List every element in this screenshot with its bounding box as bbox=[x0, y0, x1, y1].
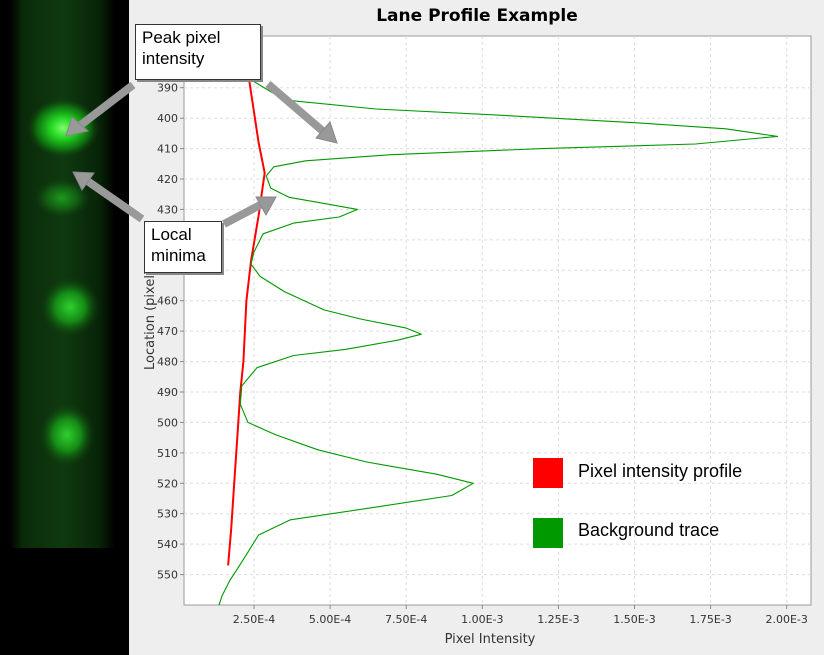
y-tick-label: 390 bbox=[157, 82, 178, 95]
y-tick-label: 510 bbox=[157, 447, 178, 460]
arrow-head-minima-band bbox=[72, 171, 95, 191]
y-axis-label: Location (pixel) bbox=[143, 270, 158, 370]
y-tick-label: 530 bbox=[157, 508, 178, 521]
gel-band-3 bbox=[40, 277, 100, 337]
x-tick-label: 2.00E-3 bbox=[765, 613, 807, 626]
grid bbox=[184, 36, 811, 605]
arrow-head-minima-curve bbox=[255, 196, 277, 217]
annotation-arrows bbox=[65, 80, 338, 228]
y-tick-label: 550 bbox=[157, 569, 178, 582]
arrow-head-peak-curve bbox=[315, 121, 338, 144]
chart-title: Lane Profile Example bbox=[376, 6, 578, 26]
arrow-peak-to-band bbox=[75, 81, 136, 131]
legend-swatch-pixel-intensity bbox=[533, 458, 563, 488]
series-pixel-intensity-profile bbox=[227, 81, 266, 566]
gel-band-1 bbox=[27, 98, 99, 158]
y-tick-label: 420 bbox=[157, 173, 178, 186]
series-background-trace bbox=[218, 41, 779, 606]
gel-band-4 bbox=[39, 403, 95, 467]
y-tick-label: 520 bbox=[157, 477, 178, 490]
legend-label-pixel-intensity: Pixel intensity profile bbox=[578, 461, 742, 481]
y-tick-label: 400 bbox=[157, 112, 178, 125]
gel-band-2 bbox=[34, 178, 90, 218]
arrow-head-peak-band bbox=[65, 116, 90, 137]
plot-area bbox=[183, 35, 812, 606]
y-tick-label: 430 bbox=[157, 203, 178, 216]
series-group bbox=[218, 41, 779, 606]
arrow-minima-to-band bbox=[83, 176, 145, 223]
y-tick-label: 490 bbox=[157, 386, 178, 399]
callout-peak-intensity: Peak pixel intensity bbox=[135, 24, 261, 80]
x-axis-label: Pixel Intensity bbox=[445, 632, 536, 647]
x-tick-label: 1.25E-3 bbox=[537, 613, 579, 626]
y-tick-label: 480 bbox=[157, 356, 178, 369]
legend: Pixel intensity profile Background trace bbox=[533, 458, 742, 548]
y-tick-label: 500 bbox=[157, 416, 178, 429]
y-tick-label: 410 bbox=[157, 143, 178, 156]
callout-local-minima: Local minima bbox=[144, 221, 222, 273]
x-tick-label: 1.50E-3 bbox=[613, 613, 655, 626]
legend-label-background: Background trace bbox=[578, 520, 719, 540]
y-tick-label: 470 bbox=[157, 325, 178, 338]
x-tick-label: 1.00E-3 bbox=[461, 613, 503, 626]
x-axis: 2.50E-4 5.00E-4 7.50E-4 1.00E-3 1.25E-3 1.50E… bbox=[233, 605, 808, 626]
arrow-peak-to-curve bbox=[265, 80, 328, 137]
y-tick-label: 460 bbox=[157, 295, 178, 308]
x-tick-label: 5.00E-4 bbox=[309, 613, 351, 626]
y-tick-label: 540 bbox=[157, 538, 178, 551]
legend-swatch-background bbox=[533, 518, 563, 548]
x-tick-label: 2.50E-4 bbox=[233, 613, 275, 626]
x-tick-label: 1.75E-3 bbox=[689, 613, 731, 626]
y-axis: 3904004104204304404504604704804905005105… bbox=[157, 82, 184, 582]
x-tick-label: 7.50E-4 bbox=[385, 613, 427, 626]
arrow-minima-to-curve bbox=[222, 200, 264, 228]
